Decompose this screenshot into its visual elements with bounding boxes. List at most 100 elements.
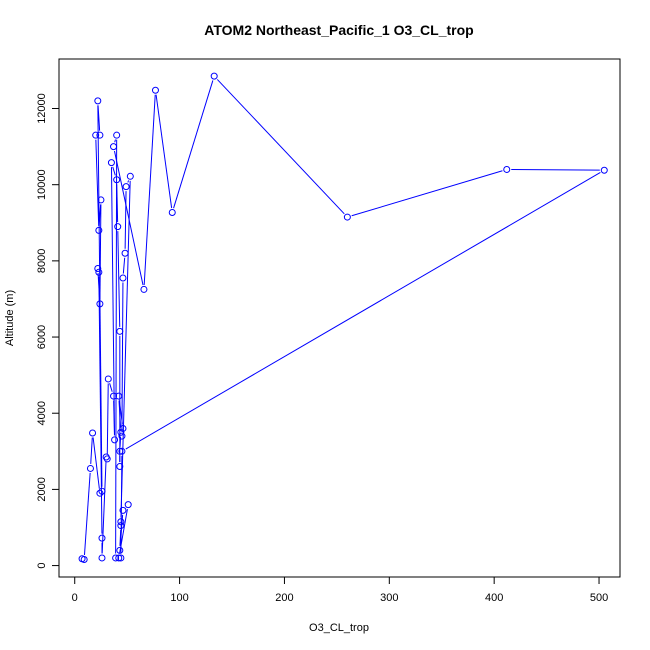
data-point bbox=[118, 447, 126, 455]
y-tick-label: 0 bbox=[36, 563, 48, 569]
x-tick-label: 500 bbox=[590, 592, 608, 604]
data-point bbox=[140, 285, 148, 293]
data-point bbox=[111, 436, 119, 444]
series-segment bbox=[351, 170, 503, 217]
series-segment bbox=[101, 461, 107, 554]
data-point bbox=[126, 172, 134, 180]
data-point bbox=[116, 546, 124, 554]
data-point bbox=[94, 97, 102, 105]
data-point bbox=[114, 223, 122, 231]
data-point bbox=[151, 86, 159, 94]
data-point bbox=[116, 463, 124, 471]
series-segment bbox=[109, 383, 113, 392]
data-point bbox=[113, 176, 121, 184]
data-point bbox=[115, 554, 123, 562]
y-tick-label: 10000 bbox=[36, 169, 48, 200]
data-point bbox=[117, 554, 125, 562]
series-segment bbox=[83, 472, 91, 556]
data-point bbox=[119, 424, 127, 432]
data-point bbox=[116, 447, 124, 455]
series-segment bbox=[127, 180, 130, 183]
series-segment bbox=[114, 139, 116, 143]
series-segment bbox=[124, 191, 127, 249]
y-axis-label: Altitude (m) bbox=[4, 290, 16, 346]
series-segment bbox=[99, 204, 102, 300]
data-point bbox=[113, 131, 121, 139]
x-tick-label: 400 bbox=[485, 592, 503, 604]
data-point bbox=[107, 159, 115, 167]
data-point bbox=[117, 428, 125, 436]
series-segment bbox=[216, 79, 345, 215]
data-point bbox=[343, 213, 351, 221]
series-segment bbox=[122, 257, 126, 274]
data-point bbox=[96, 489, 104, 497]
series-segment bbox=[113, 150, 144, 286]
plot-frame bbox=[58, 58, 621, 578]
data-point bbox=[95, 226, 103, 234]
data-point bbox=[96, 131, 104, 139]
data-point bbox=[97, 196, 105, 204]
y-tick-label: 12000 bbox=[36, 93, 48, 124]
x-tick-label: 300 bbox=[380, 592, 398, 604]
series-segment bbox=[143, 94, 156, 285]
data-point bbox=[110, 392, 118, 400]
series-segment bbox=[121, 282, 124, 432]
data-point bbox=[103, 455, 111, 463]
data-point bbox=[122, 183, 130, 191]
data-point bbox=[168, 208, 176, 216]
data-point bbox=[96, 300, 104, 308]
data-point bbox=[95, 268, 103, 276]
data-point bbox=[98, 554, 106, 562]
x-axis-label: O3_CL_trop bbox=[309, 622, 369, 634]
series-segment bbox=[95, 139, 100, 226]
x-axis: 0 100 200 300 400 500 bbox=[72, 576, 608, 604]
data-point bbox=[600, 166, 608, 174]
data-point bbox=[98, 534, 106, 542]
x-tick-label: 100 bbox=[170, 592, 188, 604]
data-point bbox=[115, 392, 123, 400]
y-axis: 0 2000 4000 6000 8000 10000 12000 bbox=[36, 93, 60, 569]
series-segment bbox=[97, 105, 101, 131]
data-point bbox=[503, 165, 511, 173]
data-point bbox=[210, 72, 218, 80]
data-point bbox=[110, 143, 118, 151]
series-segment bbox=[117, 231, 121, 327]
chart-title: ATOM2 Northeast_Pacific_1 O3_CL_trop bbox=[204, 22, 473, 38]
data-point bbox=[117, 522, 125, 530]
y-tick-label: 2000 bbox=[36, 477, 48, 501]
y-tick-label: 6000 bbox=[36, 325, 48, 349]
data-point bbox=[119, 274, 127, 282]
series-segment bbox=[511, 168, 600, 171]
data-point bbox=[118, 432, 126, 440]
data-point bbox=[119, 506, 127, 514]
series-segment bbox=[106, 383, 109, 455]
series-segment bbox=[173, 80, 214, 209]
y-tick-label: 4000 bbox=[36, 401, 48, 425]
data-point bbox=[86, 464, 94, 472]
series-segment bbox=[120, 455, 123, 554]
data-point bbox=[98, 487, 106, 495]
x-tick-label: 200 bbox=[275, 592, 293, 604]
series-segment bbox=[120, 180, 131, 518]
series-segment bbox=[125, 172, 601, 450]
data-point bbox=[104, 375, 112, 383]
series-segment bbox=[115, 139, 118, 554]
data-point bbox=[89, 429, 97, 437]
series-segment bbox=[92, 437, 100, 489]
data-point bbox=[121, 249, 129, 257]
data-point bbox=[80, 555, 88, 563]
x-tick-label: 0 bbox=[72, 592, 78, 604]
y-tick-label: 8000 bbox=[36, 249, 48, 273]
series-segment bbox=[112, 166, 116, 176]
data-point bbox=[92, 131, 100, 139]
series-segment bbox=[155, 94, 173, 209]
series-segment bbox=[110, 167, 116, 436]
series-layer bbox=[78, 72, 608, 563]
data-point bbox=[112, 554, 120, 562]
series-segment bbox=[118, 400, 122, 428]
data-point bbox=[124, 501, 132, 509]
series-segment bbox=[90, 437, 93, 464]
data-point bbox=[94, 264, 102, 272]
data-point bbox=[116, 327, 124, 335]
